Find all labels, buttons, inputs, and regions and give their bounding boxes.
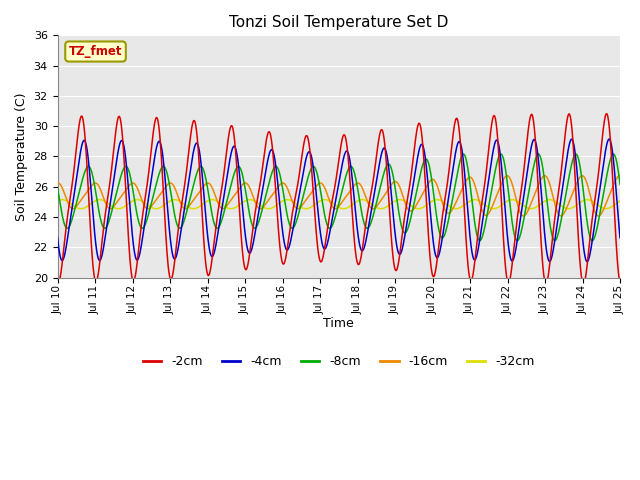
X-axis label: Time: Time	[323, 317, 354, 330]
Text: TZ_fmet: TZ_fmet	[68, 45, 122, 58]
Legend: -2cm, -4cm, -8cm, -16cm, -32cm: -2cm, -4cm, -8cm, -16cm, -32cm	[138, 350, 540, 373]
Y-axis label: Soil Temperature (C): Soil Temperature (C)	[15, 92, 28, 221]
Title: Tonzi Soil Temperature Set D: Tonzi Soil Temperature Set D	[229, 15, 449, 30]
